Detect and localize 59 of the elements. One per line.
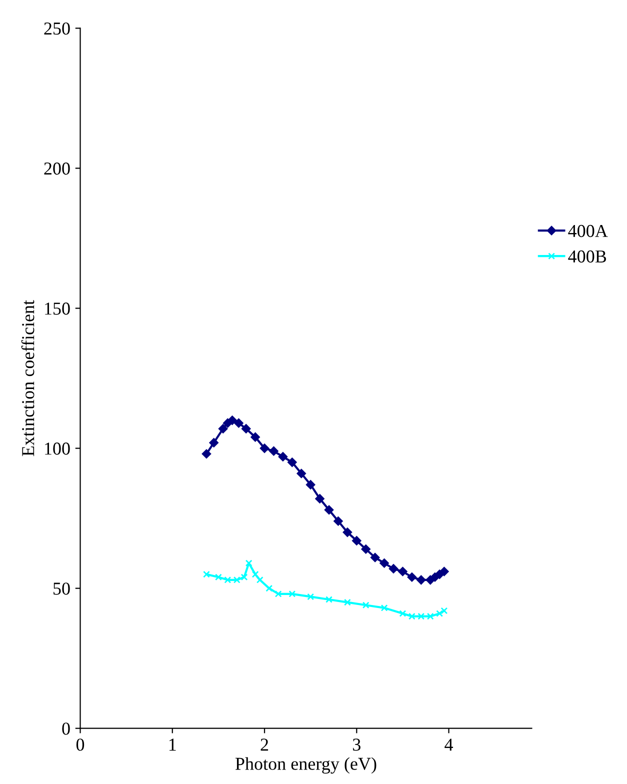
point — [252, 570, 259, 578]
point — [324, 505, 334, 515]
x-tick-label: 4 — [444, 738, 454, 751]
point — [241, 424, 251, 434]
point — [315, 494, 324, 504]
legend-label: 400A — [568, 224, 608, 238]
point — [250, 432, 260, 442]
point — [278, 452, 288, 462]
point — [408, 612, 416, 620]
point — [296, 468, 306, 478]
point — [361, 544, 370, 554]
x-tick-label: 2 — [260, 738, 268, 751]
point — [399, 610, 406, 617]
point — [228, 416, 237, 425]
point — [203, 570, 210, 578]
point — [269, 446, 278, 456]
point — [344, 598, 351, 606]
point — [362, 602, 370, 609]
point — [418, 612, 425, 620]
point — [274, 590, 282, 598]
point — [380, 558, 389, 568]
y-tick-label: 50 — [54, 582, 70, 595]
y-tick-label: 150 — [45, 302, 70, 315]
x-tick-label: 1 — [169, 738, 176, 751]
y-tick-label: 0 — [62, 722, 70, 735]
legend-label: 400B — [568, 250, 606, 263]
point — [214, 574, 222, 581]
point — [202, 449, 212, 459]
point — [398, 566, 408, 576]
y-tick-label: 200 — [44, 162, 70, 175]
point — [245, 560, 252, 567]
point — [260, 444, 270, 453]
point — [388, 564, 398, 574]
point — [306, 480, 316, 490]
x-tick-label: 0 — [76, 738, 84, 751]
point — [266, 584, 273, 592]
x-axis-title: Photon energy (eV) — [235, 757, 376, 774]
point — [234, 418, 244, 428]
point — [288, 590, 296, 598]
point — [416, 575, 426, 585]
point — [352, 536, 362, 546]
point — [407, 572, 417, 582]
point — [326, 596, 332, 603]
point — [288, 458, 297, 467]
point — [370, 552, 380, 562]
point — [426, 612, 434, 620]
point — [342, 528, 352, 537]
point — [307, 593, 314, 600]
point — [209, 438, 218, 448]
x-tick-label: 3 — [352, 738, 360, 751]
point — [440, 566, 449, 576]
point — [224, 576, 232, 584]
point — [256, 576, 264, 584]
point — [218, 424, 228, 434]
point — [334, 516, 343, 526]
point — [380, 604, 388, 612]
y-tick-label: 100 — [45, 442, 70, 455]
y-axis-title: Extinction coefficient — [21, 300, 34, 456]
y-tick-label: 250 — [44, 22, 70, 35]
